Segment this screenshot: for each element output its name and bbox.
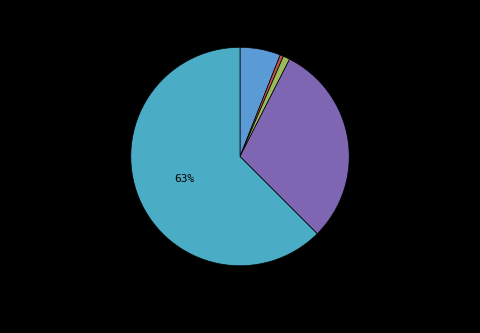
Wedge shape [240,55,283,157]
Text: 30%: 30% [354,132,374,142]
Wedge shape [240,59,349,234]
Wedge shape [240,56,289,157]
Text: 6%: 6% [257,28,270,38]
Text: 63%: 63% [174,174,194,184]
Wedge shape [240,47,280,157]
Wedge shape [131,47,317,266]
